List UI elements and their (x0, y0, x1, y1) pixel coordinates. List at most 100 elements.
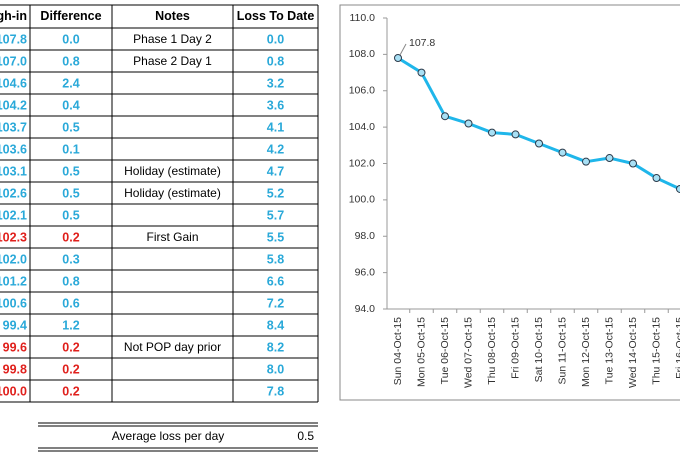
point-marker (489, 129, 496, 136)
number-cell: 4.2 (267, 142, 284, 156)
point-marker (418, 69, 425, 76)
point-marker (512, 131, 519, 138)
x-tick-label: Thu 15-Oct-15 (650, 317, 662, 385)
number-cell: 3.6 (267, 98, 284, 112)
number-cell: 0.5 (62, 164, 79, 178)
number-cell: 1.2 (62, 318, 79, 332)
number-cell: 100.0 (0, 384, 27, 398)
y-tick-label: 98.0 (355, 230, 376, 242)
number-cell: 0.6 (62, 296, 79, 310)
number-cell: 4.1 (267, 120, 284, 134)
number-cell: 0.2 (62, 340, 79, 354)
number-cell: 0.3 (62, 252, 79, 266)
number-cell: 103.7 (0, 120, 27, 134)
point-marker (630, 160, 637, 167)
point-marker (559, 149, 566, 156)
column-header: Notes (155, 9, 190, 23)
note-cell: Not POP day prior (124, 340, 221, 354)
number-cell: 107.0 (0, 54, 27, 68)
y-tick-label: 100.0 (349, 194, 375, 206)
number-cell: 0.1 (62, 142, 79, 156)
note-cell: First Gain (146, 230, 198, 244)
number-cell: 99.4 (3, 318, 27, 332)
x-tick-label: Mon 05-Oct-15 (415, 317, 427, 387)
number-cell: 0.5 (62, 186, 79, 200)
summary-label: Average loss per day (112, 429, 225, 443)
x-tick-label: Wed 07-Oct-15 (462, 317, 474, 388)
number-cell: 0.2 (62, 230, 79, 244)
x-tick-label: Sun 11-Oct-15 (556, 317, 568, 385)
number-cell: 102.1 (0, 208, 27, 222)
number-cell: 7.2 (267, 296, 284, 310)
number-cell: 2.4 (62, 76, 79, 90)
number-cell: 102.3 (0, 230, 27, 244)
number-cell: 0.4 (62, 98, 79, 112)
point-marker (465, 120, 472, 127)
note-cell: Holiday (estimate) (124, 164, 221, 178)
y-tick-label: 102.0 (349, 157, 375, 169)
number-cell: 104.6 (0, 76, 27, 90)
point-marker (583, 158, 590, 165)
x-tick-label: Sat 10-Oct-15 (533, 317, 545, 383)
number-cell: 0.5 (62, 208, 79, 222)
number-cell: 4.7 (267, 164, 284, 178)
x-tick-label: Tue 13-Oct-15 (603, 317, 615, 384)
data-label: 107.8 (409, 37, 435, 49)
y-tick-label: 110.0 (350, 12, 376, 24)
number-cell: 103.1 (0, 164, 27, 178)
y-tick-label: 104.0 (349, 121, 375, 133)
number-cell: 5.5 (267, 230, 284, 244)
number-cell: 99.6 (3, 340, 27, 354)
number-cell: 101.2 (0, 274, 27, 288)
number-cell: 6.6 (267, 274, 284, 288)
number-cell: 5.7 (267, 208, 284, 222)
column-header: Weigh-in (0, 9, 27, 23)
number-cell: 0.8 (62, 274, 79, 288)
number-cell: 0.8 (62, 54, 79, 68)
number-cell: 0.2 (62, 362, 79, 376)
x-tick-label: Mon 12-Oct-15 (580, 317, 592, 387)
x-tick-label: Wed 14-Oct-15 (627, 317, 639, 388)
note-cell: Phase 1 Day 2 (133, 32, 212, 46)
number-cell: 103.6 (0, 142, 27, 156)
x-tick-label: Sun 04-Oct-15 (392, 317, 404, 385)
x-tick-label: Tue 06-Oct-15 (439, 317, 451, 384)
point-marker (395, 55, 402, 62)
number-cell: 102.6 (0, 186, 27, 200)
number-cell: 8.4 (267, 318, 284, 332)
number-cell: 0.0 (62, 32, 79, 46)
number-cell: 8.0 (267, 362, 284, 376)
summary-value: 0.5 (297, 429, 314, 443)
x-tick-label: Fri 16-Oct-15 (674, 317, 680, 379)
number-cell: 107.8 (0, 32, 27, 46)
number-cell: 102.0 (0, 252, 27, 266)
number-cell: 3.2 (267, 76, 284, 90)
number-cell: 0.0 (267, 32, 284, 46)
point-marker (606, 155, 613, 162)
note-cell: Holiday (estimate) (124, 186, 221, 200)
point-marker (536, 140, 543, 147)
number-cell: 8.2 (267, 340, 284, 354)
y-tick-label: 106.0 (349, 85, 375, 97)
y-tick-label: 108.0 (349, 48, 375, 60)
number-cell: 0.2 (62, 384, 79, 398)
y-tick-label: 96.0 (355, 266, 376, 278)
column-header: Loss To Date (237, 9, 315, 23)
column-header: Difference (40, 9, 101, 23)
point-marker (442, 113, 449, 120)
number-cell: 5.2 (267, 186, 284, 200)
x-tick-label: Thu 08-Oct-15 (486, 317, 498, 385)
number-cell: 0.8 (267, 54, 284, 68)
number-cell: 100.6 (0, 296, 27, 310)
number-cell: 7.8 (267, 384, 284, 398)
number-cell: 99.8 (3, 362, 27, 376)
number-cell: 5.8 (267, 252, 284, 266)
y-tick-label: 94.0 (355, 303, 376, 315)
point-marker (653, 175, 660, 182)
number-cell: 0.5 (62, 120, 79, 134)
point-marker (677, 185, 680, 192)
number-cell: 104.2 (0, 98, 27, 112)
x-tick-label: Fri 09-Oct-15 (509, 317, 521, 379)
